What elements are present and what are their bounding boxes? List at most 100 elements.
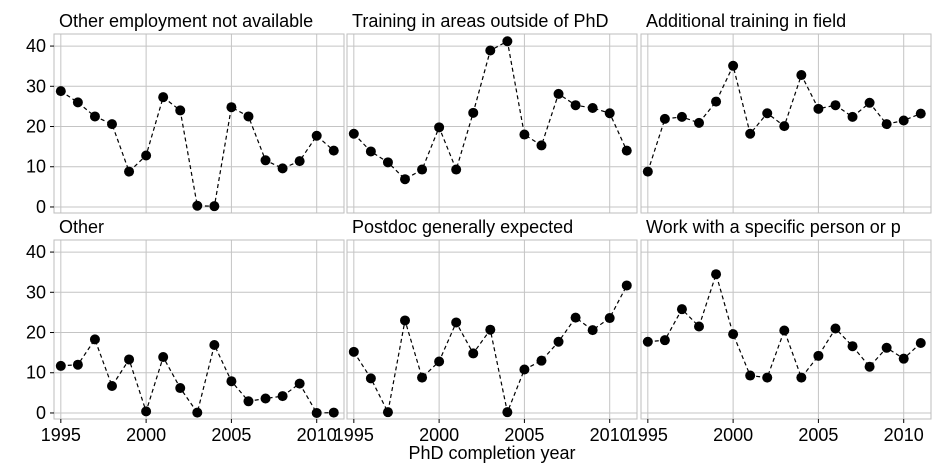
data-point [847, 111, 858, 122]
data-point [175, 105, 186, 116]
data-point [694, 117, 704, 128]
data-point [604, 313, 615, 324]
data-point [587, 103, 598, 114]
x-tick-label: 2000 [419, 425, 459, 445]
data-point [915, 337, 926, 348]
data-point [621, 280, 632, 291]
data-point [779, 325, 790, 336]
panel-frame [640, 239, 932, 420]
data-point [158, 352, 169, 363]
data-point [519, 364, 530, 375]
data-point [587, 325, 598, 336]
panel-4: Other 0 10 20 30 40 1995 2000 2005 2010 [26, 217, 345, 445]
data-point [898, 353, 909, 364]
panel-5: Postdoc generally expected 1995 2000 2005 20… [334, 217, 638, 445]
data-point [400, 315, 410, 326]
data-point [175, 383, 186, 394]
data-point [417, 372, 428, 383]
data-point [294, 156, 305, 167]
panel-frame [640, 33, 932, 214]
data-point [728, 60, 739, 71]
data-point [553, 336, 564, 347]
data-point [779, 121, 790, 132]
data-point [468, 348, 479, 359]
data-point [158, 92, 169, 103]
series-line [60, 338, 334, 415]
data-point [553, 88, 564, 99]
data-point [72, 97, 83, 108]
data-point [192, 200, 203, 211]
data-point [55, 86, 66, 97]
data-point [348, 346, 359, 357]
panel-title: Work with a specific person or p [646, 217, 901, 237]
data-point [89, 334, 100, 345]
y-tick-label: 40 [26, 242, 46, 262]
y-tick-label: 40 [26, 36, 46, 56]
data-point [277, 391, 288, 402]
data-point [107, 119, 117, 130]
data-point [294, 378, 305, 389]
panel-frame [53, 239, 345, 420]
data-point [451, 164, 462, 175]
series-line [647, 64, 922, 172]
data-point [226, 376, 237, 387]
series-line [60, 90, 335, 207]
y-tick-label: 20 [26, 117, 46, 137]
panel-title: Additional training in field [646, 11, 846, 31]
panel-frame [53, 33, 345, 214]
x-tick-label: 1995 [41, 425, 81, 445]
data-point [570, 100, 581, 111]
data-point [311, 130, 322, 141]
x-tick-label: 2010 [590, 425, 630, 445]
data-point [694, 321, 704, 332]
data-point [226, 102, 237, 113]
data-point [519, 129, 530, 140]
data-point [676, 304, 687, 315]
x-tick-label: 1995 [628, 425, 668, 445]
data-point [260, 155, 271, 166]
data-point [382, 157, 393, 168]
data-point [141, 406, 152, 417]
data-point [502, 36, 513, 47]
data-point [417, 164, 428, 175]
data-point [659, 113, 670, 124]
data-point [209, 339, 220, 350]
x-axis-title: PhD completion year [408, 443, 575, 463]
data-point [209, 201, 220, 212]
x-tick-label: 2000 [126, 425, 166, 445]
data-point [881, 342, 892, 353]
data-point [659, 335, 670, 346]
panel-frame [346, 33, 638, 214]
x-tick-label: 2005 [211, 425, 251, 445]
data-point [604, 108, 615, 119]
data-point [468, 107, 479, 118]
panel-3: Additional training in field [640, 11, 932, 214]
data-point [277, 163, 288, 174]
y-tick-label: 30 [26, 76, 46, 96]
data-point [192, 407, 203, 418]
data-point [382, 407, 393, 418]
x-tick-label: 2000 [713, 425, 753, 445]
data-point [89, 111, 100, 122]
panel-2: Training in areas outside of PhD [346, 11, 638, 214]
data-point [243, 396, 254, 407]
data-point [502, 407, 513, 418]
data-point [434, 356, 445, 367]
panel-title: Other employment not available [59, 11, 313, 31]
data-point [621, 145, 632, 156]
y-tick-label: 30 [26, 282, 46, 302]
data-point [570, 312, 581, 323]
panel-title: Training in areas outside of PhD [352, 11, 608, 31]
panel-1: Other employment not available 0 10 20 30 40 [26, 11, 345, 217]
data-point [365, 146, 376, 157]
data-point [55, 360, 66, 371]
data-point [813, 350, 824, 361]
y-tick-label: 0 [36, 197, 46, 217]
data-point [711, 96, 722, 107]
data-point [328, 407, 339, 418]
series-line [353, 285, 628, 415]
data-point [536, 355, 547, 366]
data-point [676, 111, 687, 122]
